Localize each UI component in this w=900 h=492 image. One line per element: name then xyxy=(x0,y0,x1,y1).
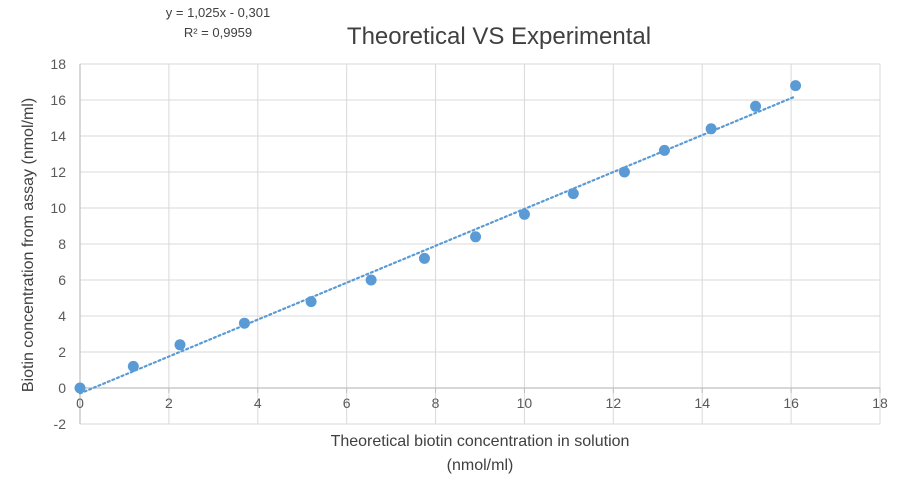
data-point xyxy=(790,80,802,92)
y-tick-label: 0 xyxy=(58,380,66,396)
x-tick-label: 2 xyxy=(165,395,173,411)
data-point xyxy=(365,274,377,286)
data-point xyxy=(750,100,762,112)
y-tick-label: 4 xyxy=(58,308,66,324)
x-tick-label: 14 xyxy=(694,395,710,411)
x-tick-label: 6 xyxy=(343,395,351,411)
data-point xyxy=(238,317,250,329)
data-points xyxy=(74,80,802,394)
data-point xyxy=(127,360,139,372)
trendline-group xyxy=(78,95,797,395)
y-tick-label: 16 xyxy=(50,92,66,108)
x-tick-label: 16 xyxy=(783,395,799,411)
trendline-r-squared: R² = 0,9959 xyxy=(184,25,252,40)
data-point xyxy=(74,382,86,394)
data-point xyxy=(658,144,670,156)
x-tick-label: 18 xyxy=(872,395,888,411)
y-tick-label: 2 xyxy=(58,344,66,360)
data-point xyxy=(705,123,717,135)
data-point xyxy=(518,208,530,220)
y-tick-label: 10 xyxy=(50,200,66,216)
chart-title: Theoretical VS Experimental xyxy=(347,23,651,50)
data-point xyxy=(174,339,186,351)
trendline-equation: y = 1,025x - 0,301 xyxy=(166,5,270,20)
data-point xyxy=(567,188,579,200)
gridlines xyxy=(79,63,881,425)
x-axis-title-line2: (nmol/ml) xyxy=(447,457,514,474)
x-axis-title-line1: Theoretical biotin concentration in solu… xyxy=(331,433,630,450)
trendline xyxy=(78,95,797,395)
y-tick-label: 14 xyxy=(50,128,66,144)
data-point xyxy=(618,166,630,178)
x-tick-label: 4 xyxy=(254,395,262,411)
y-tick-label: 6 xyxy=(58,272,66,288)
data-point xyxy=(470,231,482,243)
x-tick-label: 12 xyxy=(606,395,622,411)
y-tick-label: 18 xyxy=(50,56,66,72)
y-tick-label: -2 xyxy=(54,416,67,432)
tick-labels: 0 2 4 6 8 10 12 14 16 18 -2 0 2 4 6 8 10 12 14 16 18 xyxy=(50,56,888,432)
x-tick-label: 0 xyxy=(76,395,84,411)
x-tick-label: 10 xyxy=(517,395,533,411)
data-point xyxy=(305,296,317,308)
x-tick-label: 8 xyxy=(432,395,440,411)
data-point xyxy=(418,252,430,264)
y-tick-label: 12 xyxy=(50,164,66,180)
y-tick-label: 8 xyxy=(58,236,66,252)
y-axis-title: Biotin concentration from assay (nmol/ml… xyxy=(20,98,37,392)
